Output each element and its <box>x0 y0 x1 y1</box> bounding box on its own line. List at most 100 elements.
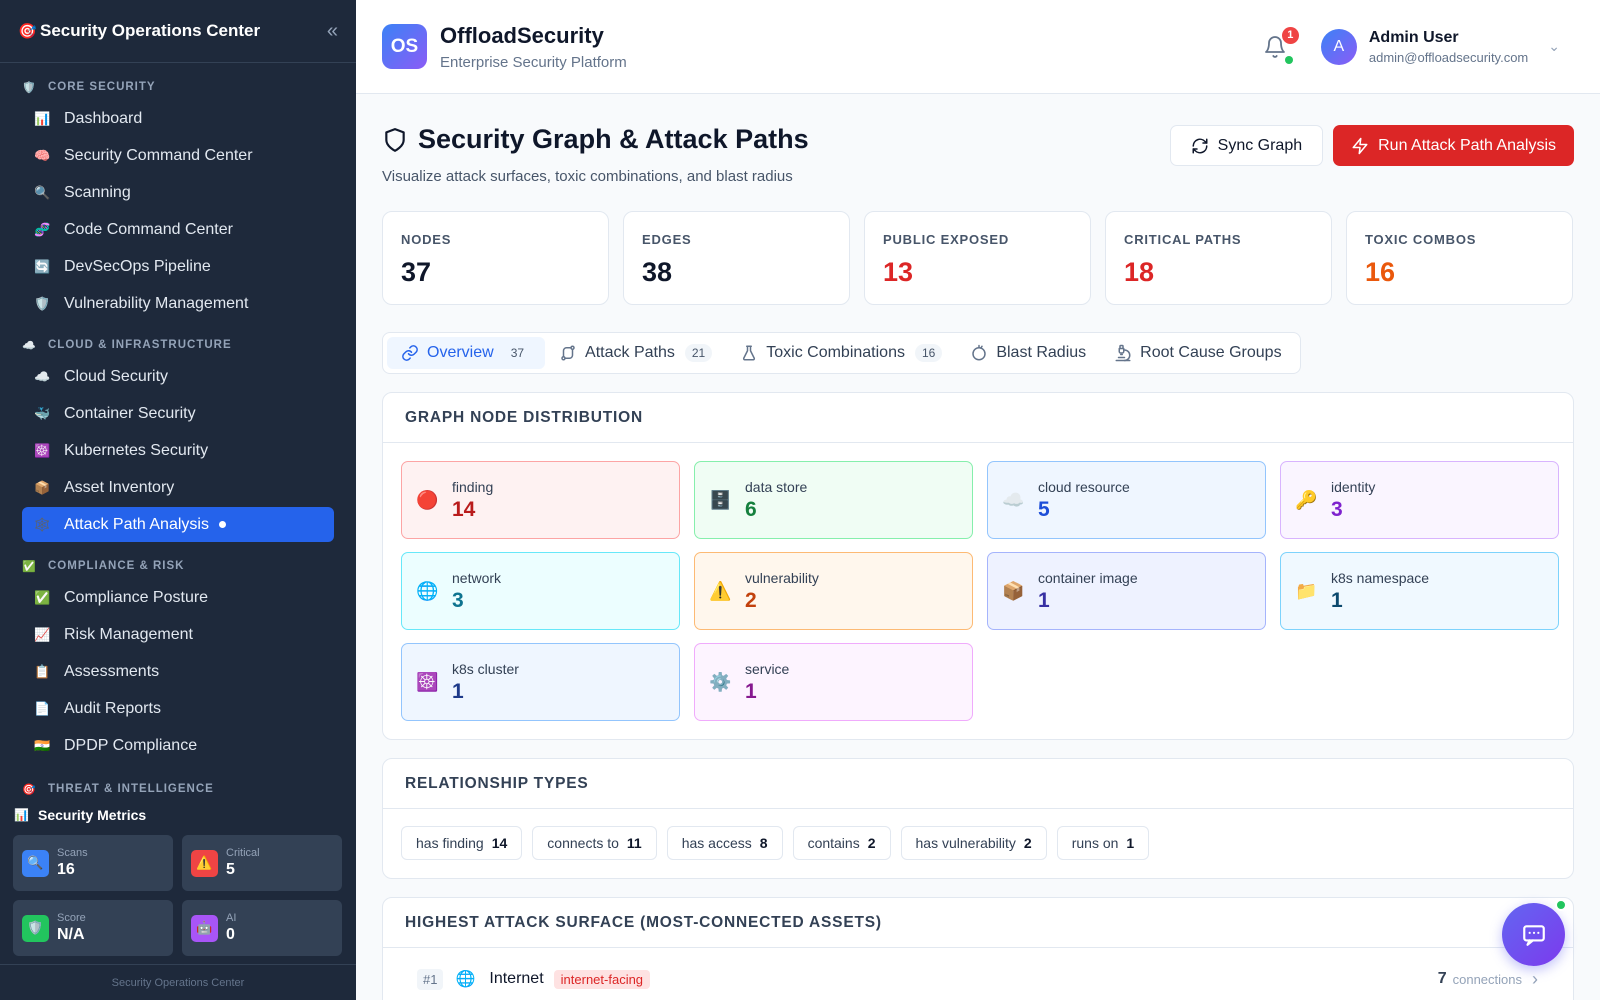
flask-icon <box>743 345 756 361</box>
relationship-types-panel: RELATIONSHIP TYPES has finding 14 connects… <box>382 758 1574 879</box>
node-card-data-store[interactable]: 🗄️ data store 6 <box>694 461 973 539</box>
sidebar-section-cloud-infrastructure: ☁️ CLOUD & INFRASTRUCTURE <box>0 333 356 357</box>
collapse-sidebar-icon[interactable]: « <box>326 19 338 42</box>
relationship-chips: has finding 14 connects to 11 has access 8 con… <box>383 809 1573 878</box>
sidebar-item-security-command-center[interactable]: 🧠 Security Command Center <box>22 138 334 173</box>
run-attack-path-analysis-button[interactable]: Run Attack Path Analysis <box>1333 125 1574 166</box>
node-card-cloud-resource[interactable]: ☁️ cloud resource 5 <box>987 461 1266 539</box>
attack-surface-row[interactable]: #1 🌐 Internet internet-facing 7 connections › <box>383 948 1573 1000</box>
relationship-chip-has-vulnerability[interactable]: has vulnerability 2 <box>900 826 1047 860</box>
node-label: container image <box>1038 569 1138 586</box>
k8s-cluster-icon: ☸️ <box>416 671 439 692</box>
relationship-chip-has-finding[interactable]: has finding 14 <box>401 826 523 860</box>
topbar: OS OffloadSecurity Enterprise Security P… <box>356 0 1600 94</box>
relationship-chip-connects-to[interactable]: connects to 11 <box>532 826 657 860</box>
brand-name: OffloadSecurity <box>440 22 604 48</box>
page-title-text: Security Graph & Attack Paths <box>418 124 809 154</box>
stat-card-nodes: NODES 37 <box>382 211 609 305</box>
sidebar-item-vulnerability-management[interactable]: 🛡️ Vulnerability Management <box>22 286 334 321</box>
page-actions: Sync Graph Run Attack Path Analysis <box>1169 125 1574 185</box>
assessments-icon: 📋 <box>34 663 51 679</box>
node-label: network <box>452 569 502 586</box>
dashboard-icon: 📊 <box>34 110 51 126</box>
node-card-k8s-namespace[interactable]: 📁 k8s namespace 1 <box>1280 552 1559 630</box>
attack-surface-panel: HIGHEST ATTACK SURFACE (MOST-CONNECTED A… <box>382 897 1574 1000</box>
sidebar-item-cloud-security[interactable]: ☁️ Cloud Security <box>22 359 334 394</box>
sidebar-item-scanning[interactable]: 🔍 Scanning <box>22 175 334 210</box>
stat-value: 16 <box>1365 257 1396 287</box>
tab-attack-paths[interactable]: Attack Paths 21 <box>545 337 726 369</box>
sidebar-item-dashboard[interactable]: 📊 Dashboard <box>22 101 334 136</box>
tab-overview[interactable]: Overview 37 <box>387 337 546 369</box>
node-count: 1 <box>745 679 757 703</box>
microscope-icon <box>1115 344 1131 362</box>
relationship-count: 2 <box>1023 835 1032 851</box>
sidebar-item-compliance-posture[interactable]: ✅ Compliance Posture <box>22 580 334 615</box>
section-icon: ✅ <box>22 560 37 573</box>
relationship-chip-contains[interactable]: contains 2 <box>792 826 891 860</box>
user-info[interactable]: Admin User admin@offloadsecurity.com <box>1369 29 1528 65</box>
stat-label: CRITICAL PATHS <box>1124 232 1242 247</box>
sidebar-item-label: Code Command Center <box>64 220 233 238</box>
sidebar-item-assessments[interactable]: 📋 Assessments <box>22 654 334 689</box>
sidebar-item-risk-management[interactable]: 📈 Risk Management <box>22 617 334 652</box>
node-count: 1 <box>1331 588 1343 612</box>
tab-blast-radius[interactable]: Blast Radius <box>956 337 1100 369</box>
vulnerability-management-icon: 🛡️ <box>34 295 51 311</box>
tab-toxic-combinations[interactable]: Toxic Combinations 16 <box>726 337 956 369</box>
node-count: 6 <box>745 497 757 521</box>
chat-button[interactable] <box>1502 899 1567 966</box>
node-card-identity[interactable]: 🔑 identity 3 <box>1280 461 1559 539</box>
tab-root-cause-groups[interactable]: Root Cause Groups <box>1100 337 1295 369</box>
sidebar: 🎯 Security Operations Center « 🛡️ CORE SE… <box>0 0 356 1000</box>
relationship-chip-has-access[interactable]: has access 8 <box>666 826 783 860</box>
sidebar-item-audit-reports[interactable]: 📄 Audit Reports <box>22 691 334 726</box>
section-icon: 🎯 <box>22 783 37 796</box>
node-card-vulnerability[interactable]: ⚠️ vulnerability 2 <box>694 552 973 630</box>
relationship-count: 14 <box>491 835 508 851</box>
sidebar-item-kubernetes-security[interactable]: ☸️ Kubernetes Security <box>22 433 334 468</box>
sync-graph-button[interactable]: Sync Graph <box>1169 125 1324 166</box>
sidebar-item-asset-inventory[interactable]: 📦 Asset Inventory <box>22 470 334 505</box>
stat-value: 18 <box>1124 257 1155 287</box>
asset-name: Internet <box>489 970 544 987</box>
sidebar-item-label: Cloud Security <box>64 367 169 385</box>
node-card-network[interactable]: 🌐 network 3 <box>401 552 680 630</box>
sidebar-item-code-command-center[interactable]: 🧬 Code Command Center <box>22 212 334 247</box>
sidebar-item-container-security[interactable]: 🐳 Container Security <box>22 396 334 431</box>
sidebar-footer: Security Operations Center <box>0 964 356 1000</box>
page-title: Security Graph & Attack Paths <box>382 124 809 155</box>
finding-icon: 🔴 <box>416 489 439 510</box>
chevron-right-icon[interactable]: › <box>1532 968 1538 989</box>
relationship-label: runs on <box>1071 835 1119 851</box>
run-analysis-label: Run Attack Path Analysis <box>1378 136 1556 154</box>
tab-label: Attack Paths <box>585 344 675 361</box>
sidebar-item-devsecops-pipeline[interactable]: 🔄 DevSecOps Pipeline <box>22 249 334 284</box>
sidebar-item-label: Risk Management <box>64 625 193 643</box>
audit-reports-icon: 📄 <box>34 700 51 716</box>
user-email: admin@offloadsecurity.com <box>1368 49 1529 65</box>
node-label: identity <box>1331 478 1376 495</box>
node-card-k8s-cluster[interactable]: ☸️ k8s cluster 1 <box>401 643 680 721</box>
sidebar-item-label: Attack Path Analysis <box>64 515 209 533</box>
sidebar-item-label: Vulnerability Management <box>64 294 249 312</box>
sidebar-section-label: CORE SECURITY <box>48 81 156 93</box>
node-card-container-image[interactable]: 📦 container image 1 <box>987 552 1266 630</box>
stat-card-toxic-combos: TOXIC COMBOS 16 <box>1346 211 1573 305</box>
scans-icon: 🔍 <box>22 849 49 877</box>
chevron-down-icon[interactable]: ⌄ <box>1548 38 1560 54</box>
metric-score: 🛡️ Score N/A <box>13 900 173 956</box>
identity-icon: 🔑 <box>1295 489 1318 510</box>
node-card-service[interactable]: ⚙️ service 1 <box>694 643 973 721</box>
avatar[interactable]: A <box>1320 28 1357 65</box>
stat-card-edges: EDGES 38 <box>623 211 850 305</box>
node-card-finding[interactable]: 🔴 finding 14 <box>401 461 680 539</box>
notifications-button[interactable]: 1 <box>1263 26 1299 64</box>
metric-label: AI <box>226 912 237 924</box>
node-distribution-title: GRAPH NODE DISTRIBUTION <box>383 393 1573 443</box>
sidebar-item-label: Audit Reports <box>64 699 161 717</box>
sidebar-item-attack-path-analysis[interactable]: 🕸️ Attack Path Analysis <box>22 507 334 542</box>
relationship-chip-runs-on[interactable]: runs on 1 <box>1056 826 1150 860</box>
node-label: service <box>745 660 790 677</box>
sidebar-item-dpdp-compliance[interactable]: 🇮🇳 DPDP Compliance <box>22 728 334 763</box>
